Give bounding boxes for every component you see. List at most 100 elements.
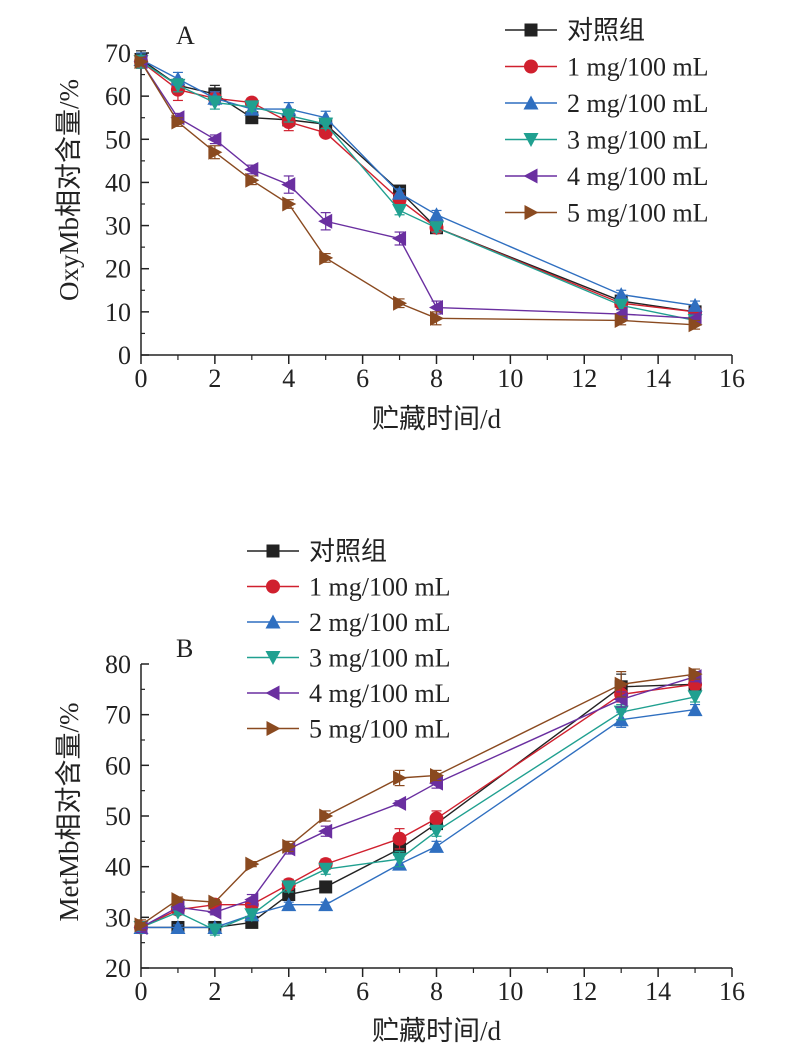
legend-label: 1 mg/100 mL (309, 573, 451, 602)
series-line (140, 61, 696, 320)
series-line (140, 58, 696, 307)
data-point (393, 770, 408, 786)
y-tick-label: 40 (105, 168, 131, 197)
legend-label: 1 mg/100 mL (567, 53, 709, 82)
data-point (319, 808, 334, 824)
data-point (319, 880, 333, 894)
series-line (140, 61, 696, 322)
data-point (245, 856, 260, 872)
data-point (614, 312, 629, 328)
x-tick-label: 16 (719, 364, 745, 393)
y-tick-label: 70 (105, 701, 131, 730)
y-tick-label: 30 (105, 212, 131, 241)
data-point (170, 919, 186, 934)
x-tick-label: 6 (356, 364, 369, 393)
x-tick-label: 0 (135, 977, 148, 1006)
y-tick-label: 60 (105, 751, 131, 780)
y-tick-label: 80 (105, 650, 131, 679)
data-point (429, 221, 444, 236)
data-point (687, 310, 702, 326)
x-tick-label: 10 (497, 977, 523, 1006)
x-tick-label: 16 (719, 977, 745, 1006)
legend-marker (523, 168, 538, 184)
data-point (319, 250, 334, 266)
data-point (244, 100, 260, 115)
data-point (429, 207, 444, 222)
data-point (392, 203, 408, 218)
y-tick-label: 50 (105, 802, 131, 831)
data-point (244, 161, 259, 177)
x-tick-label: 12 (571, 364, 597, 393)
legend-label: 2 mg/100 mL (567, 89, 709, 118)
x-tick-label: 14 (645, 364, 671, 393)
x-tick-label: 2 (208, 977, 221, 1006)
data-point (688, 317, 703, 333)
data-point (171, 114, 186, 130)
x-tick-label: 12 (571, 977, 597, 1006)
data-point (207, 96, 223, 111)
legend-label: 5 mg/100 mL (567, 199, 709, 228)
data-point (429, 811, 444, 826)
data-point (281, 177, 296, 193)
legend-marker (265, 614, 281, 629)
series-line (140, 58, 696, 313)
data-point (613, 287, 629, 302)
data-point (134, 54, 149, 70)
data-point (392, 831, 407, 846)
legend: 对照组 1 mg/100 mL 2 mg/100 mL 3 mg/100 mL 4 mg… (505, 16, 709, 228)
data-point (429, 824, 444, 839)
x-tick-label: 10 (497, 364, 523, 393)
y-tick-label: 0 (118, 341, 131, 370)
data-point (318, 862, 334, 877)
legend-label: 3 mg/100 mL (567, 126, 709, 155)
data-point (170, 78, 186, 93)
series-6 (134, 666, 703, 933)
data-point (282, 196, 297, 212)
legend: 对照组 1 mg/100 mL 2 mg/100 mL 3 mg/100 mL 4 mg… (247, 537, 451, 744)
data-point (430, 310, 444, 326)
data-point (244, 908, 260, 923)
y-axis-title: OxyMb相对含量/% (54, 79, 84, 301)
y-tick-label: 50 (105, 125, 131, 154)
data-point (392, 852, 408, 867)
legend-label: 5 mg/100 mL (309, 715, 451, 744)
legend-marker (265, 651, 281, 665)
series-6 (134, 54, 703, 333)
legend-label: 3 mg/100 mL (309, 644, 451, 673)
data-point (208, 894, 223, 910)
legend-label: 对照组 (567, 16, 645, 45)
panel-b: B 20 30 40 50 60 70 80 0 2 4 6 8 10 12 14 16 贮藏时间/d MetMb… (54, 537, 745, 1046)
data-point (207, 904, 222, 920)
data-point (318, 213, 333, 229)
x-tick-label: 0 (135, 364, 148, 393)
data-point (170, 899, 185, 915)
data-point (171, 892, 186, 908)
data-point (282, 838, 297, 854)
y-tick-label: 20 (105, 954, 131, 983)
x-tick-label: 8 (430, 364, 443, 393)
legend-marker (266, 721, 281, 736)
data-point (282, 888, 296, 902)
x-axis-title: 贮藏时间/d (372, 1016, 502, 1046)
data-point (687, 690, 703, 705)
series-line (140, 696, 696, 931)
x-axis-title: 贮藏时间/d (372, 404, 502, 434)
data-point (392, 795, 407, 811)
y-tick-label: 30 (105, 903, 131, 932)
data-point (429, 838, 444, 853)
data-point (613, 298, 629, 313)
data-point (318, 897, 334, 912)
x-tick-label: 8 (430, 977, 443, 1006)
panel-b-label: B (176, 634, 193, 663)
data-point (614, 676, 629, 692)
panel-a-label: A (176, 21, 195, 50)
data-point (687, 702, 703, 717)
legend-label: 对照组 (309, 537, 387, 566)
legend-marker (266, 579, 280, 594)
legend-marker (524, 205, 539, 220)
legend-marker (524, 23, 538, 37)
legend-marker (523, 95, 539, 110)
data-point (392, 231, 407, 247)
x-tick-label: 4 (282, 977, 295, 1006)
